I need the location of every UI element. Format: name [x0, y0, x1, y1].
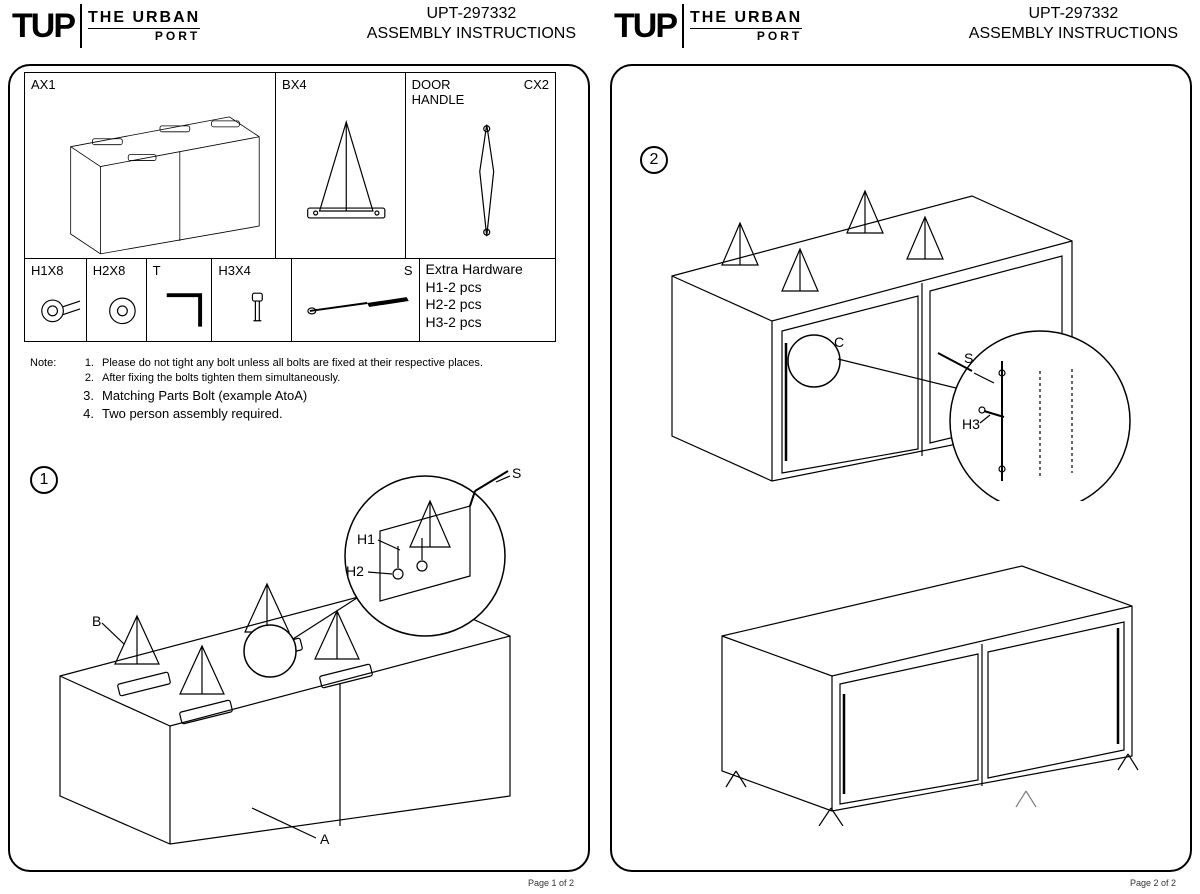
note-1: Please do not tight any bolt unless all … — [102, 357, 483, 369]
part-cell-a: AX1 — [25, 73, 276, 259]
brand-line2-2: PORT — [690, 28, 802, 42]
page-number-2: Page 2 of 2 — [1130, 878, 1176, 888]
frame-1: AX1 BX4 — [8, 64, 590, 872]
finished-product-diagram — [692, 546, 1172, 826]
header-title-2: UPT-297332 ASSEMBLY INSTRUCTIONS — [969, 4, 1188, 44]
extra-line-1: H2-2 pcs — [426, 296, 549, 314]
header-title-1: UPT-297332 ASSEMBLY INSTRUCTIONS — [367, 4, 586, 44]
label-h2: H2 — [346, 563, 364, 579]
label-b: B — [92, 613, 101, 629]
brand-line2: PORT — [88, 28, 200, 42]
part-a-icon — [31, 77, 281, 262]
page-number-1: Page 1 of 2 — [528, 878, 574, 888]
brand-line1-2: THE URBAN — [690, 10, 802, 26]
extra-line-2: H3-2 pcs — [426, 314, 549, 332]
header-1: TUP THE URBAN PORT UPT-297332 ASSEMBLY I… — [4, 4, 594, 64]
parts-grid: AX1 BX4 — [24, 72, 556, 342]
part-cell-h2: H2X8 — [87, 259, 147, 341]
part-cell-h3: H3X4 — [212, 259, 292, 341]
brand-short-2: TUP — [614, 7, 676, 46]
label-s2: S — [964, 350, 973, 366]
bolt-icon — [31, 263, 92, 345]
part-c-icon — [412, 77, 561, 262]
label-h1: H1 — [357, 531, 375, 547]
header-2: TUP THE URBAN PORT UPT-297332 ASSEMBLY I… — [606, 4, 1196, 64]
logo-divider-icon — [80, 4, 82, 48]
notes-block: Note:1.Please do not tight any bolt unle… — [30, 356, 483, 423]
part-cell-extra: Extra Hardware H1-2 pcs H2-2 pcs H3-2 pc… — [420, 259, 555, 341]
page-1: TUP THE URBAN PORT UPT-297332 ASSEMBLY I… — [4, 4, 594, 890]
brand-short: TUP — [12, 7, 74, 46]
screwdriver-icon — [298, 263, 425, 345]
product-sku: UPT-297332 — [367, 4, 576, 24]
brand-logo-2: TUP THE URBAN PORT — [614, 4, 802, 48]
part-cell-c: DOOR HANDLE CX2 — [406, 73, 555, 259]
product-title: ASSEMBLY INSTRUCTIONS — [367, 24, 576, 44]
note-2: After fixing the bolts tighten them simu… — [102, 372, 340, 384]
label-a: A — [320, 831, 330, 846]
notes-label: Note: — [30, 356, 70, 371]
frame-2: 2 C — [610, 64, 1192, 872]
screw-small-icon — [218, 263, 297, 345]
page-2: TUP THE URBAN PORT UPT-297332 ASSEMBLY I… — [606, 4, 1196, 890]
extra-line-0: H1-2 pcs — [426, 279, 549, 297]
part-cell-t: T — [147, 259, 213, 341]
allen-key-icon — [153, 263, 218, 345]
step-2-diagram: C S H3 — [642, 121, 1172, 501]
part-cell-h1: H1X8 — [25, 259, 87, 341]
product-sku-2: UPT-297332 — [969, 4, 1178, 24]
washer-icon — [93, 263, 152, 345]
product-title-2: ASSEMBLY INSTRUCTIONS — [969, 24, 1178, 44]
label-h3: H3 — [962, 416, 980, 432]
extra-title: Extra Hardware — [426, 261, 549, 279]
note-3: Matching Parts Bolt (example AtoA) — [102, 388, 307, 403]
step-1-diagram: B A H1 H2 S — [20, 446, 570, 846]
part-cell-s: S — [292, 259, 420, 341]
logo-divider-icon-2 — [682, 4, 684, 48]
brand-full: THE URBAN PORT — [88, 10, 200, 42]
label-c: C — [834, 334, 844, 350]
part-cell-b: BX4 — [276, 73, 406, 259]
label-s: S — [512, 465, 521, 481]
note-4: Two person assembly required. — [102, 406, 283, 421]
brand-logo: TUP THE URBAN PORT — [12, 4, 200, 48]
brand-full-2: THE URBAN PORT — [690, 10, 802, 42]
brand-line1: THE URBAN — [88, 10, 200, 26]
part-b-icon — [282, 77, 411, 262]
